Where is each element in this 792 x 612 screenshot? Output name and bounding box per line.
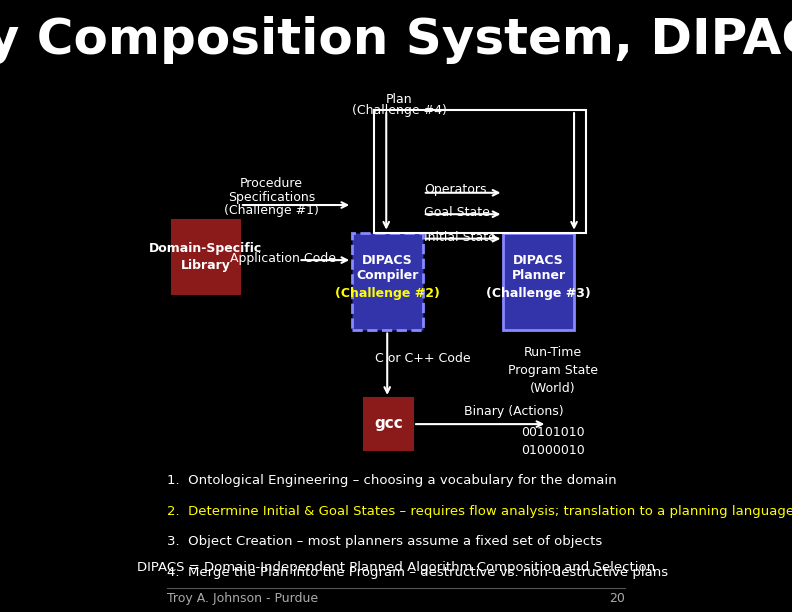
FancyBboxPatch shape: [503, 233, 574, 330]
Text: Run-Time
Program State
(World): Run-Time Program State (World): [508, 346, 598, 395]
Text: 20: 20: [609, 592, 625, 605]
Text: 2.  Determine Initial & Goal States – requires flow analysis; translation to a p: 2. Determine Initial & Goal States – req…: [167, 504, 792, 518]
Text: My Composition System, DIPACS: My Composition System, DIPACS: [0, 16, 792, 64]
Text: Goal State: Goal State: [425, 206, 490, 220]
Text: Domain-Specific
Library: Domain-Specific Library: [149, 242, 262, 272]
Text: Operators: Operators: [425, 183, 487, 196]
Text: Application Code: Application Code: [230, 252, 336, 265]
FancyBboxPatch shape: [364, 398, 413, 450]
Text: (Challenge #1): (Challenge #1): [224, 204, 319, 217]
Text: C or C++ Code: C or C++ Code: [375, 351, 470, 365]
Text: Troy A. Johnson - Purdue: Troy A. Johnson - Purdue: [167, 592, 318, 605]
Text: Planner: Planner: [512, 269, 565, 282]
Text: DIPACS = Domain-Independent Planned Algorithm Composition and Selection: DIPACS = Domain-Independent Planned Algo…: [137, 561, 655, 574]
Text: DIPACS: DIPACS: [513, 253, 564, 267]
Text: 4.  Merge the Plan into the Program – destructive vs. non-destructive plans: 4. Merge the Plan into the Program – des…: [167, 565, 668, 579]
Text: Procedure: Procedure: [240, 177, 303, 190]
FancyBboxPatch shape: [352, 233, 423, 330]
Text: Plan: Plan: [386, 92, 413, 106]
Text: 00101010
01000010: 00101010 01000010: [521, 427, 585, 457]
Text: 1.  Ontological Engineering – choosing a vocabulary for the domain: 1. Ontological Engineering – choosing a …: [167, 474, 616, 487]
Text: (Challenge #3): (Challenge #3): [486, 287, 591, 300]
Text: (Challenge #4): (Challenge #4): [352, 103, 447, 117]
Bar: [374, 110, 586, 233]
FancyBboxPatch shape: [172, 220, 240, 294]
Text: Specifications: Specifications: [228, 190, 315, 204]
Text: Initial State: Initial State: [425, 231, 496, 244]
Text: Binary (Actions): Binary (Actions): [464, 405, 564, 418]
Text: 3.  Object Creation – most planners assume a fixed set of objects: 3. Object Creation – most planners assum…: [167, 535, 602, 548]
Text: DIPACS: DIPACS: [362, 253, 413, 267]
Text: gcc: gcc: [375, 416, 403, 431]
Text: Compiler: Compiler: [356, 269, 419, 282]
Text: (Challenge #2): (Challenge #2): [335, 287, 440, 300]
